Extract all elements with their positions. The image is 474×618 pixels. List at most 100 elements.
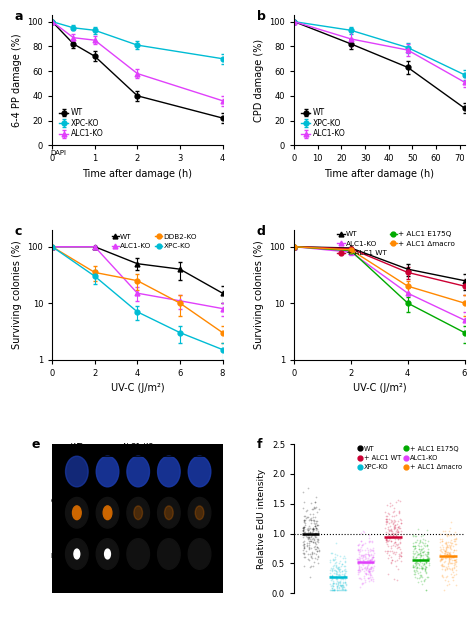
Point [419,562,426,572]
Point [419,560,427,570]
Point [330,585,337,595]
Point [370,564,377,574]
Point [341,577,348,586]
Point [420,577,428,586]
Point [412,560,420,570]
Point [358,559,365,569]
Point [362,562,369,572]
Point [336,567,344,577]
Point [421,561,429,570]
Point [417,551,425,561]
Point [388,536,395,546]
Point [342,566,349,576]
Point [424,572,431,582]
Point [452,557,459,567]
Point [335,564,343,574]
Point [342,556,349,566]
Point [367,546,374,556]
Point [444,540,451,550]
Text: a: a [15,11,23,23]
Point [302,546,310,556]
Point [451,540,458,549]
Point [368,552,375,562]
Point [299,548,307,558]
Point [339,580,347,590]
Point [397,526,404,536]
Point [370,548,377,558]
Point [329,585,337,595]
Point [411,558,419,568]
Point [364,561,372,570]
Point [358,541,366,551]
Point [328,570,336,580]
Point [366,555,374,565]
Point [338,583,346,593]
Point [448,538,456,548]
Point [447,537,454,547]
Point [366,564,374,574]
Point [410,551,417,561]
Point [382,533,390,543]
Point [326,571,334,581]
Point [451,557,459,567]
Point [450,530,457,540]
Point [339,552,347,562]
Point [448,552,456,562]
Point [308,504,316,514]
Point [332,569,339,579]
Text: WT: WT [71,444,83,452]
Point [395,507,403,517]
Text: e: e [32,438,40,451]
Y-axis label: Relative EdU intensity: Relative EdU intensity [257,468,266,569]
Point [423,549,431,559]
Point [450,562,458,572]
Legend: WT, XPC-KO, ALC1-KO: WT, XPC-KO, ALC1-KO [56,105,106,142]
Point [384,546,392,556]
Point [442,539,449,549]
Point [438,570,446,580]
Point [446,557,454,567]
Point [448,565,456,575]
Point [364,549,372,559]
Point [357,562,365,572]
Point [385,519,393,528]
Point [339,585,347,595]
Point [414,549,421,559]
Point [364,564,371,574]
Point [447,523,454,533]
Point [362,569,369,578]
Point [308,553,316,563]
Point [306,509,313,519]
Point [389,519,397,529]
Point [356,574,363,583]
Point [310,516,318,526]
Ellipse shape [96,456,119,487]
Point [384,530,392,540]
Point [443,563,451,573]
Point [341,578,349,588]
Point [391,537,399,547]
Point [423,572,431,582]
Point [369,576,377,586]
Point [450,557,458,567]
Point [418,572,426,582]
Point [452,569,459,578]
Point [410,544,418,554]
Point [309,524,317,534]
Point [304,549,311,559]
Point [336,580,344,590]
Point [391,506,398,515]
Point [387,515,394,525]
Point [413,573,421,583]
Point [302,531,310,541]
Point [383,517,390,527]
Point [336,577,343,587]
Point [314,551,322,561]
Point [354,555,362,565]
Point [368,555,375,565]
Point [299,525,306,535]
Point [423,525,431,535]
Point [356,557,363,567]
Point [354,557,362,567]
Point [327,568,334,578]
